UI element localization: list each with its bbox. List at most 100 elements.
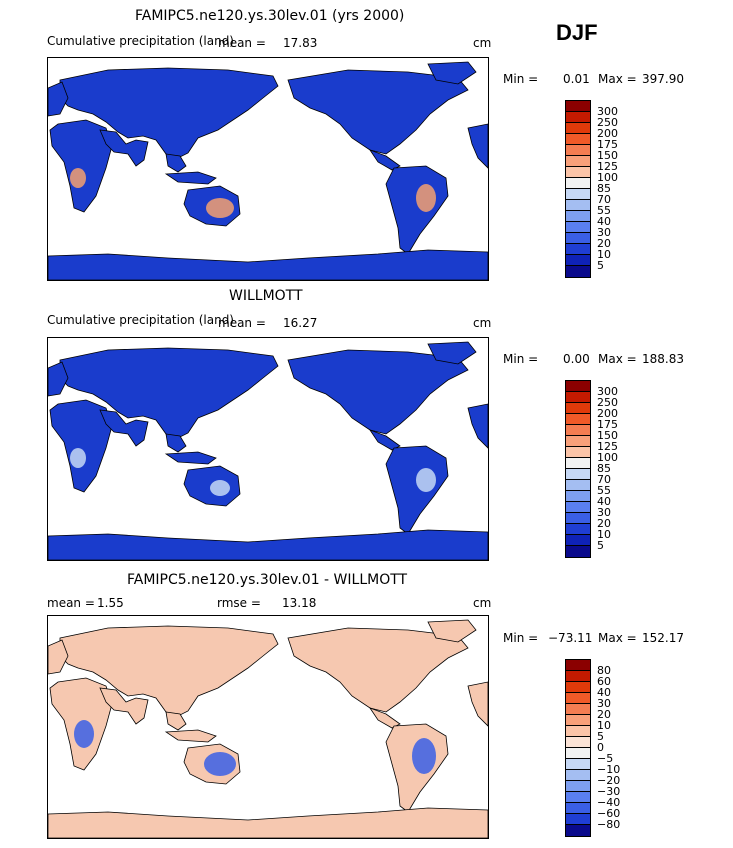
antarctica-land <box>48 807 488 838</box>
panel2-map-svg <box>48 341 488 560</box>
colorbar-level-label: 85 <box>597 182 611 195</box>
season-label: DJF <box>556 20 598 45</box>
panel1-min-label: Min = <box>503 72 539 86</box>
colorbar-swatch <box>566 233 590 244</box>
indonesia-land <box>164 451 217 465</box>
colorbar-level-label: 40 <box>597 686 611 699</box>
greenland-land <box>427 341 477 365</box>
colorbar-swatch <box>566 392 590 403</box>
colorbar-swatch <box>566 748 590 759</box>
colorbar-swatch <box>566 546 590 557</box>
arabia-india-land <box>99 129 149 167</box>
panel3-max-label: Max = <box>598 631 637 645</box>
colorbar-swatch <box>566 792 590 803</box>
panel3-mean-value: 1.55 <box>97 596 124 610</box>
europe-west-land <box>48 639 69 675</box>
colorbar-swatch <box>566 715 590 726</box>
colorbar-level-label: 250 <box>597 116 618 129</box>
colorbar-swatch <box>566 145 590 156</box>
colorbar-level-label: 30 <box>597 226 611 239</box>
colorbar-swatch <box>566 222 590 233</box>
africa-east-land <box>467 403 488 449</box>
colorbar-level-label: 20 <box>597 237 611 250</box>
colorbar-level-label: 125 <box>597 440 618 453</box>
colorbar-level-label: 20 <box>597 517 611 530</box>
indonesia-land <box>164 171 217 185</box>
colorbar-swatch <box>566 381 590 392</box>
colorbar-swatch <box>566 167 590 178</box>
colorbar-level-label: 10 <box>597 248 611 261</box>
panel3-mean-label: mean = <box>47 596 95 610</box>
africa-east-land <box>467 123 488 169</box>
colorbar-swatch <box>566 814 590 825</box>
greenland-land <box>427 61 477 85</box>
colorbar-level-label: 55 <box>597 204 611 217</box>
antarctica-land <box>48 529 488 560</box>
colorbar-level-label: 175 <box>597 418 618 431</box>
colorbar-swatch <box>566 469 590 480</box>
colorbar-level-label: −20 <box>597 774 621 787</box>
colorbar-swatch <box>566 491 590 502</box>
colorbar-level-label: −80 <box>597 818 621 831</box>
colorbar-swatch <box>566 447 590 458</box>
colorbar-level-label: 30 <box>597 697 611 710</box>
indonesia-land <box>164 729 217 743</box>
colorbar-level-label: 85 <box>597 462 611 475</box>
colorbar-level-label: 125 <box>597 160 618 173</box>
colorbar-swatch <box>566 414 590 425</box>
colorbar-level-label: 10 <box>597 719 611 732</box>
colorbar-swatch <box>566 759 590 770</box>
colorbar-level-label: 100 <box>597 171 618 184</box>
colorbar-level-label: 10 <box>597 528 611 541</box>
panel1-mean-label: mean = <box>218 36 266 50</box>
colorbar-level-label: 100 <box>597 451 618 464</box>
panel1-map <box>47 57 489 281</box>
colorbar-level-label: 200 <box>597 127 618 140</box>
colorbar-level-label: 200 <box>597 407 618 420</box>
colorbar-swatch <box>566 704 590 715</box>
panel2-max-label: Max = <box>598 352 637 366</box>
arabia-india-land <box>99 687 149 725</box>
antarctica-land <box>48 249 488 280</box>
colorbar-level-label: 40 <box>597 495 611 508</box>
panel3-rmse-label: rmse = <box>217 596 261 610</box>
panel2-max-value: 188.83 <box>642 352 684 366</box>
colorbar-level-label: 250 <box>597 396 618 409</box>
colorbar-swatch <box>566 682 590 693</box>
panel1-min-value: 0.01 <box>563 72 590 86</box>
colorbar-level-label: 300 <box>597 385 618 398</box>
colorbar-level-label: −60 <box>597 807 621 820</box>
panel3-max-value: 152.17 <box>642 631 684 645</box>
colorbar-swatch <box>566 200 590 211</box>
colorbar-level-label: 150 <box>597 149 618 162</box>
colorbar-level-label: −40 <box>597 796 621 809</box>
colorbar-swatch <box>566 156 590 167</box>
colorbar-swatch <box>566 255 590 266</box>
colorbar-level-label: 30 <box>597 506 611 519</box>
colorbar-swatch <box>566 112 590 123</box>
panel3-colorbar <box>565 659 591 837</box>
panel1-map-svg <box>48 61 488 280</box>
seasia-land <box>165 433 187 453</box>
africa-land <box>49 399 113 493</box>
south-america-land <box>385 445 449 535</box>
colorbar-swatch <box>566 513 590 524</box>
south-america-land <box>385 165 449 255</box>
precip-anomaly-region <box>204 752 236 776</box>
colorbar-level-label: 55 <box>597 484 611 497</box>
colorbar-swatch <box>566 737 590 748</box>
colorbar-level-label: 150 <box>597 429 618 442</box>
colorbar-level-label: 0 <box>597 741 604 754</box>
panel3-map <box>47 615 489 839</box>
seasia-land <box>165 711 187 731</box>
colorbar-level-label: 5 <box>597 539 604 552</box>
panel2-mean-value: 16.27 <box>283 316 318 330</box>
panel1-max-label: Max = <box>598 72 637 86</box>
colorbar-swatch <box>566 189 590 200</box>
europe-west-land <box>48 81 69 117</box>
panel3-units: cm <box>473 596 492 610</box>
panel2-mean-label: mean = <box>218 316 266 330</box>
panel2-title: WILLMOTT <box>229 288 303 304</box>
precip-anomaly-region <box>206 198 234 218</box>
colorbar-swatch <box>566 671 590 682</box>
